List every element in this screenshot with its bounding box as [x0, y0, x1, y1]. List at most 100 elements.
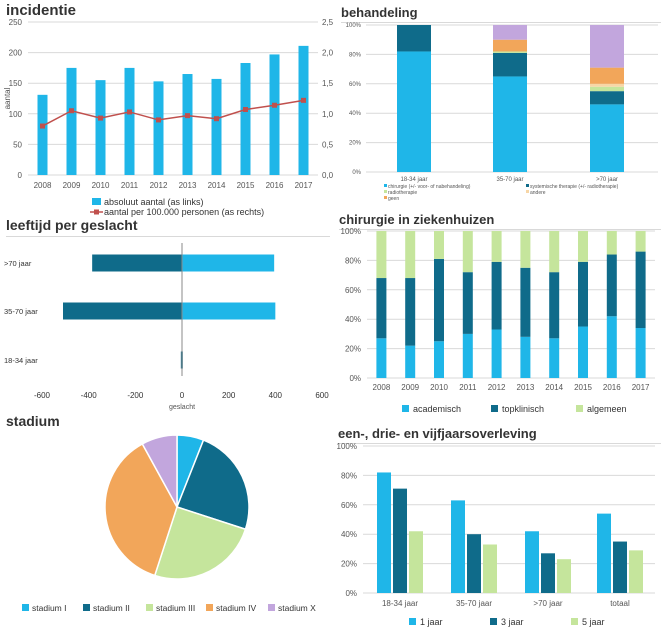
overleving-x-tick: totaal — [610, 599, 630, 608]
overleving-bar — [629, 550, 643, 593]
incidentie-rate-point — [185, 113, 190, 119]
chirurgie-bar-segment — [606, 316, 617, 378]
incidentie-x-tick: 2016 — [266, 181, 284, 190]
chirurgie-x-tick: 2014 — [545, 383, 563, 392]
overleving-y-tick: 100% — [337, 442, 357, 451]
chirurgie-x-tick: 2008 — [373, 383, 391, 392]
chirurgie-bar-segment — [434, 231, 444, 259]
stadium-legend-swatch — [268, 604, 275, 611]
incidentie-bar — [153, 81, 164, 175]
chirurgie-x-tick: 2015 — [574, 383, 592, 392]
chirurgie-bar-segment — [635, 328, 646, 378]
leeftijd-x-tick: 0 — [180, 391, 185, 400]
leeftijd-x-tick: -400 — [81, 391, 98, 400]
behandeling-y-tick: 40% — [349, 111, 362, 117]
overleving-x-tick: 35-70 jaar — [456, 599, 492, 608]
incidentie-y2-tick: 1,5 — [322, 79, 334, 88]
incidentie-legend-label: aantal per 100.000 personen (as rechts) — [104, 207, 264, 217]
chirurgie-bar-segment — [434, 258, 444, 342]
incidentie-y2-tick: 1,0 — [322, 110, 334, 119]
chirurgie-bar-segment — [434, 341, 444, 378]
incidentie-legend-label: absoluut aantal (as links) — [104, 197, 204, 207]
incidentie-y-axis-label: aantal — [3, 87, 12, 109]
chirurgie-title: chirurgie in ziekenhuizen — [339, 212, 495, 227]
behandeling-legend-label: radiotherapie — [388, 190, 417, 196]
incidentie-bar — [95, 80, 106, 175]
incidentie-rate-point — [69, 108, 74, 114]
incidentie-y-tick: 200 — [9, 49, 23, 58]
overleving-y-tick: 60% — [341, 501, 357, 510]
incidentie-y-tick: 0 — [18, 171, 23, 180]
incidentie-bar — [66, 67, 77, 175]
incidentie-x-tick: 2012 — [150, 181, 168, 190]
incidentie-legend-swatch-point — [94, 209, 99, 215]
behandeling-legend-label: geen — [388, 196, 399, 202]
chirurgie-bar-segment — [491, 261, 502, 330]
behandeling-bar-segment — [493, 51, 527, 53]
chirurgie-y-tick: 100% — [341, 227, 361, 236]
chirurgie-bar-segment — [520, 267, 531, 337]
chirurgie-y-tick: 80% — [345, 256, 361, 265]
overleving-bar — [541, 553, 555, 593]
overleving-x-tick: 18-34 jaar — [382, 599, 418, 608]
leeftijd-x-tick: 400 — [269, 391, 283, 400]
incidentie-bar — [269, 54, 280, 175]
behandeling-bar-segment — [590, 67, 624, 84]
chirurgie-x-tick: 2017 — [632, 383, 650, 392]
chirurgie-bar-segment — [635, 251, 646, 329]
incidentie-bar — [37, 94, 48, 175]
leeftijd-x-tick: -600 — [34, 391, 51, 400]
overleving-bar — [467, 534, 481, 593]
chirurgie-bar-segment — [549, 338, 560, 378]
stadium-pie-slice — [176, 439, 250, 531]
behandeling-x-tick: >70 jaar — [596, 177, 618, 183]
behandeling-y-tick: 100% — [346, 23, 362, 29]
incidentie-rate-point — [214, 116, 219, 122]
incidentie-rate-point — [301, 97, 306, 103]
overleving-bar — [393, 488, 407, 593]
chirurgie-bar-segment — [491, 231, 502, 262]
incidentie-y2-tick: 2,5 — [322, 18, 334, 27]
behandeling-title-rule — [341, 22, 661, 23]
stadium-legend-label: stadium I — [32, 603, 67, 613]
overleving-legend-swatch — [409, 618, 416, 625]
behandeling-legend-swatch — [526, 190, 529, 193]
incidentie-title: incidentie — [6, 2, 77, 19]
leeftijd-x-tick: 200 — [222, 391, 236, 400]
overleving-bar — [483, 544, 497, 593]
behandeling-x-tick: 18-34 jaar — [400, 177, 427, 183]
chirurgie-bar-segment — [405, 278, 416, 346]
incidentie-rate-point — [243, 107, 248, 113]
chirurgie-bar-segment — [635, 231, 646, 252]
chirurgie-y-tick: 40% — [345, 315, 361, 324]
chirurgie-bar-segment — [549, 272, 560, 339]
overleving-bar — [557, 559, 571, 593]
behandeling-legend-label: systemische therapie (+/- radiotherapie) — [530, 184, 619, 190]
incidentie-x-tick: 2014 — [208, 181, 226, 190]
behandeling-legend-swatch — [384, 184, 387, 187]
incidentie-rate-point — [40, 123, 45, 129]
behandeling-bar-segment — [397, 25, 431, 52]
overleving-x-tick: >70 jaar — [533, 599, 562, 608]
incidentie-x-tick: 2009 — [63, 181, 81, 190]
incidentie-y2-tick: 2,0 — [322, 49, 334, 58]
incidentie-x-tick: 2011 — [121, 181, 139, 190]
chirurgie-title-rule — [339, 229, 661, 230]
behandeling-legend-label: andere — [530, 190, 546, 196]
overleving-bar — [409, 531, 423, 593]
incidentie-legend-swatch-bar — [92, 198, 101, 205]
behandeling-bar-segment — [590, 25, 624, 68]
stadium-legend-swatch — [146, 604, 153, 611]
behandeling-title: behandeling — [341, 5, 418, 20]
behandeling-bar-segment — [493, 52, 527, 77]
leeftijd-bar — [63, 302, 182, 320]
behandeling-bar-segment — [590, 86, 624, 92]
overleving-bar — [613, 541, 627, 593]
stadium-title: stadium — [6, 413, 60, 429]
stadium-legend-swatch — [22, 604, 29, 611]
incidentie-rate-point — [272, 102, 277, 108]
stadium-legend-swatch — [83, 604, 90, 611]
chirurgie-bar-segment — [462, 272, 473, 334]
chirurgie-x-tick: 2010 — [430, 383, 448, 392]
